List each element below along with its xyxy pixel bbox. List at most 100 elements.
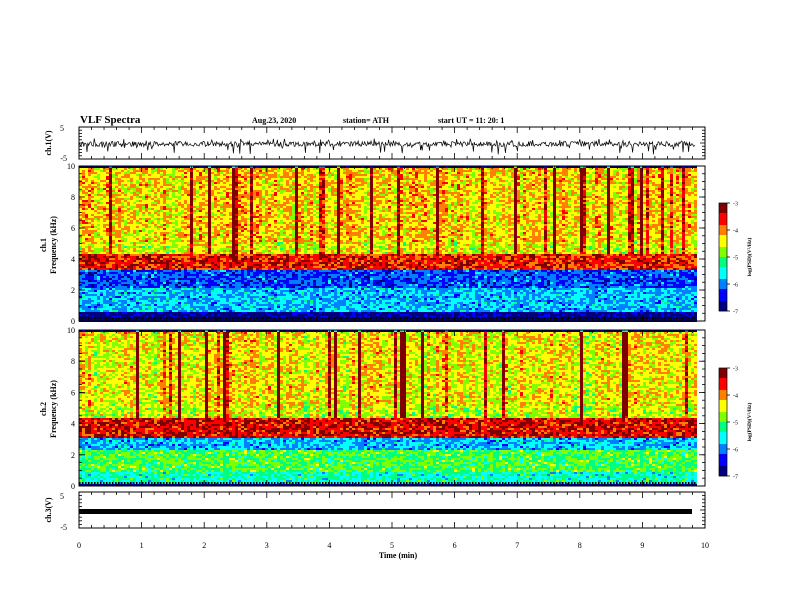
spectrogram-cell <box>187 198 190 200</box>
spectrogram-cell <box>247 300 250 302</box>
spectrogram-cell <box>121 304 124 306</box>
spectrogram-cell <box>229 168 232 170</box>
spectrogram-cell <box>127 194 130 196</box>
spectrogram-cell <box>199 222 202 224</box>
spectrogram-cell <box>193 230 196 232</box>
spectrogram-cell <box>190 184 193 186</box>
spectrogram-cell <box>88 280 91 282</box>
spectrogram-cell <box>88 228 91 230</box>
spectrogram-cell <box>235 312 238 314</box>
spectrogram-cell <box>94 196 97 198</box>
spectrogram-cell <box>118 274 121 276</box>
spectrogram-cell <box>229 290 232 292</box>
spectrogram-cell <box>160 274 163 276</box>
spectrogram-cell <box>88 178 91 180</box>
spectrogram-cell <box>121 200 124 202</box>
spectrogram-cell <box>85 258 88 260</box>
spectrogram-cell <box>130 180 133 182</box>
spectrogram-cell <box>262 184 265 186</box>
spectrogram-cell <box>85 174 88 176</box>
spectrogram-cell <box>202 296 205 298</box>
spectrogram-cell <box>139 232 142 234</box>
spectrogram-cell <box>124 200 127 202</box>
spectrogram-cell <box>208 252 211 254</box>
spectrogram-cell <box>175 304 178 306</box>
spectrogram-cell <box>208 258 211 260</box>
spectrogram-cell <box>208 200 211 202</box>
spectrogram-cell <box>109 224 112 226</box>
spectrogram-cell <box>133 298 136 300</box>
spectrogram-cell <box>199 194 202 196</box>
spectrogram-cell <box>169 208 172 210</box>
spectrogram-cell <box>121 186 124 188</box>
spectrogram-cell <box>106 276 109 278</box>
spectrogram-cell <box>109 258 112 260</box>
spectrogram-cell <box>82 264 85 266</box>
spectrogram-cell <box>226 194 229 196</box>
spectrogram-cell <box>100 276 103 278</box>
spectrogram-cell <box>172 238 175 240</box>
spectrogram-cell <box>142 184 145 186</box>
spectrogram-cell <box>193 282 196 284</box>
spectrogram-cell <box>220 296 223 298</box>
spectrogram-cell <box>247 192 250 194</box>
spectrogram-cell <box>223 240 226 242</box>
spectrogram-cell <box>157 276 160 278</box>
spectrogram-cell <box>145 192 148 194</box>
spectrogram-cell <box>187 256 190 258</box>
spectrogram-cell <box>160 264 163 266</box>
spectrogram-cell <box>136 260 139 262</box>
spectrogram-cell <box>148 218 151 220</box>
spectrogram-cell <box>151 196 154 198</box>
spectrogram-cell <box>247 256 250 258</box>
spectrogram-cell <box>136 180 139 182</box>
spectrogram-cell <box>160 216 163 218</box>
spectrogram-cell <box>157 210 160 212</box>
spectrogram-cell <box>130 308 133 310</box>
spectrogram-cell <box>139 306 142 308</box>
spectrogram-cell <box>175 176 178 178</box>
spectrogram-cell <box>184 168 187 170</box>
spectrogram-cell <box>187 228 190 230</box>
spectrogram-cell <box>142 202 145 204</box>
spectrogram-cell <box>151 272 154 274</box>
spectrogram-cell <box>91 236 94 238</box>
spectrogram-cell <box>151 284 154 286</box>
spectrogram-cell <box>97 262 100 264</box>
spectrogram-cell <box>181 172 184 174</box>
spectrogram-cell <box>196 176 199 178</box>
spectrogram-cell <box>163 280 166 282</box>
spectrogram-cell <box>184 274 187 276</box>
spectrogram-cell <box>139 252 142 254</box>
spectrogram-cell <box>259 252 262 254</box>
spectrogram-cell <box>166 242 169 244</box>
spectrogram-cell <box>268 302 271 304</box>
spectrogram-cell <box>232 176 235 178</box>
spectrogram-cell <box>133 286 136 288</box>
spectrogram-cell <box>205 200 208 202</box>
spectrogram-cell <box>112 290 115 292</box>
spectrogram-cell <box>196 290 199 292</box>
spectrogram-cell <box>91 282 94 284</box>
spectrogram-cell <box>202 240 205 242</box>
spectrogram-cell <box>196 252 199 254</box>
spectrogram-cell <box>127 240 130 242</box>
spectrogram-cell <box>202 204 205 206</box>
spectrogram-cell <box>142 204 145 206</box>
spectrogram-cell <box>259 272 262 274</box>
spectrogram-cell <box>211 304 214 306</box>
spectrogram-cell <box>97 258 100 260</box>
spectrogram-cell <box>139 196 142 198</box>
spectrogram-cell <box>196 306 199 308</box>
spectrogram-cell <box>217 310 220 312</box>
spectrogram-cell <box>106 184 109 186</box>
spectrogram-cell <box>91 306 94 308</box>
spectrogram-cell <box>106 262 109 264</box>
spectrogram-cell <box>268 278 271 280</box>
spectrogram-cell <box>211 208 214 210</box>
spectrogram-cell <box>97 188 100 190</box>
spectrogram-cell <box>208 242 211 244</box>
spectrogram-cell <box>133 212 136 214</box>
spectrogram-cell <box>79 298 82 300</box>
spectrogram-cell <box>175 190 178 192</box>
